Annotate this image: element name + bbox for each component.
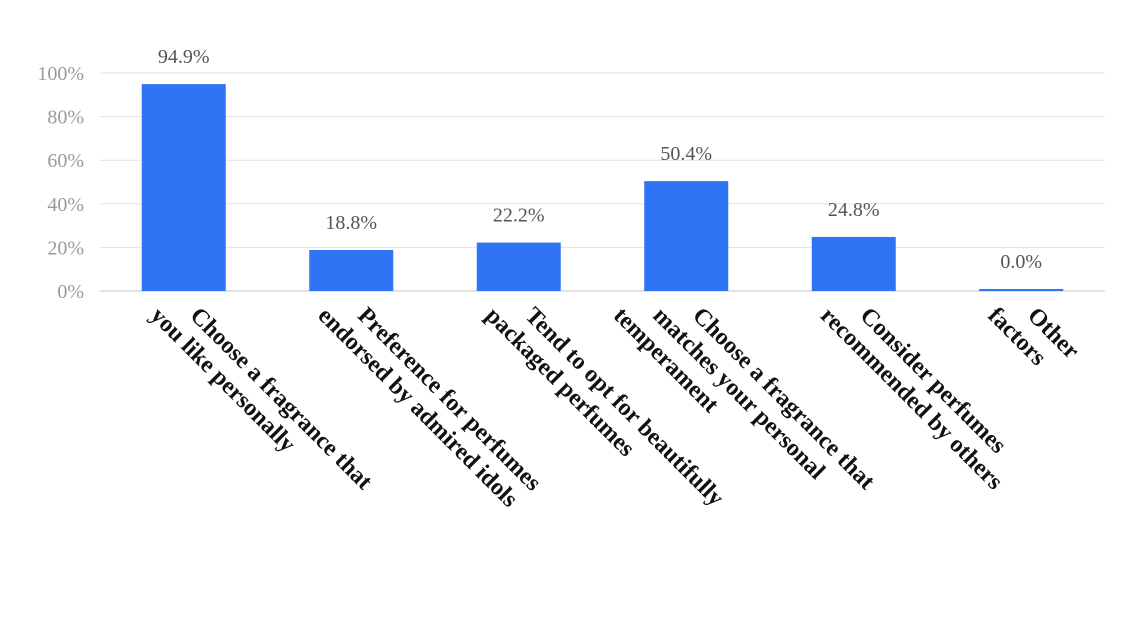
- bars: [141, 84, 1064, 291]
- y-tick-label: 80%: [47, 107, 84, 129]
- data-label: 0.0%: [1000, 251, 1042, 273]
- y-tick-label: 40%: [47, 194, 84, 216]
- data-label: 24.8%: [828, 199, 880, 221]
- data-label: 94.9%: [158, 46, 210, 68]
- data-labels: 94.9% 18.8% 22.2% 50.4% 24.8% 0.0%: [158, 46, 1042, 273]
- bar: [644, 181, 729, 291]
- data-label: 50.4%: [660, 143, 712, 165]
- bar: [979, 289, 1064, 291]
- bar: [476, 242, 561, 291]
- y-tick-label: 100%: [37, 63, 84, 85]
- bar: [141, 84, 226, 291]
- data-label: 18.8%: [325, 212, 377, 234]
- x-tick-label-line: endorsed by admired idols: [313, 303, 523, 513]
- y-tick-label: 20%: [47, 237, 84, 259]
- y-axis-tick-labels: 0% 20% 40% 60% 80% 100%: [37, 63, 84, 303]
- y-tick-label: 60%: [47, 150, 84, 172]
- y-tick-label: 0%: [57, 281, 84, 303]
- gridlines: [100, 72, 1105, 292]
- bar: [811, 236, 896, 291]
- bar: [309, 250, 394, 291]
- data-label: 22.2%: [493, 205, 545, 227]
